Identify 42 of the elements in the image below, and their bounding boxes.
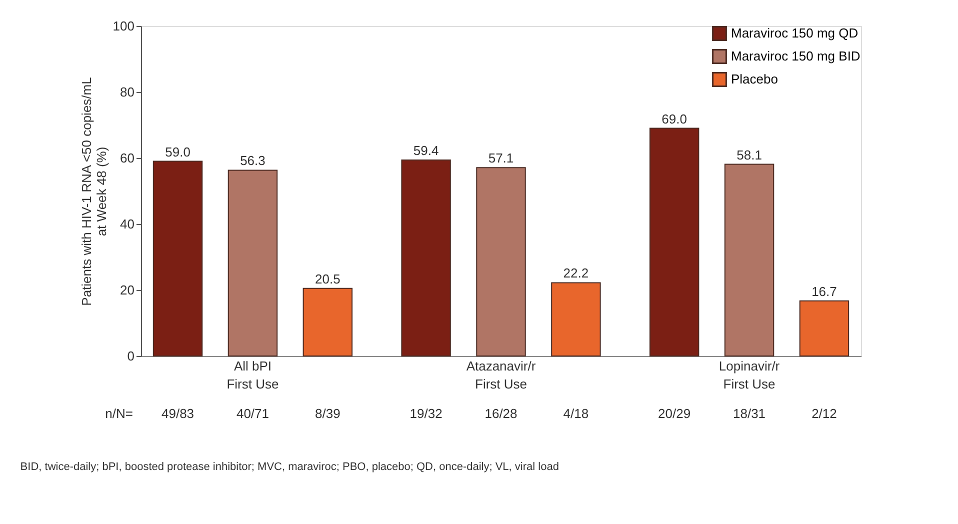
data-label: 16.7 [812,284,837,299]
text: n/N= [105,406,133,421]
text: 8/39 [315,406,340,421]
text: 40/71 [236,406,269,421]
bar [724,164,774,356]
bar [476,167,526,356]
bar [401,159,451,356]
y-tick-label: 20 [120,282,134,298]
text: 18/31 [733,406,766,421]
y-tick-label: 80 [120,84,134,100]
data-label: 22.2 [563,266,589,281]
legend-label: Maraviroc 150 mg BID [731,48,860,64]
data-label: 59.4 [413,142,439,158]
data-label: 58.1 [736,147,762,162]
text: 4/18 [563,406,589,421]
y-tick-label: 100 [112,18,134,34]
bar [302,288,353,356]
data-label: 69.0 [662,111,687,126]
bar [551,282,601,356]
text: 16/28 [484,406,518,421]
bar [649,128,700,356]
y-axis-title: Patients with HIV-1 RNA <50 copies/mL at Week 48 (%) [78,77,109,306]
data-label: 59.0 [165,144,190,160]
text: 49/83 [162,406,194,421]
y-tick-label: 40 [120,216,134,232]
bar [228,170,278,356]
y-tick-label: 0 [127,348,134,364]
y-tick-label: 60 [120,150,134,166]
legend-label: Placebo [731,72,778,86]
data-label: 20.5 [315,271,340,286]
text: 19/32 [410,406,442,421]
x-tick-label: Lopinavir/r First Use [718,358,780,392]
data-label: 56.3 [240,153,266,168]
x-tick-label: All bPI First Use [226,358,279,392]
x-tick-label: Atazanavir/r First Use [466,358,536,392]
bar [799,300,850,356]
text: BID, twice-daily; bPI, boosted protease inhibitor; MVC, maraviroc; PBO, placebo; QD, once-daily; VL, viral load [20,461,559,473]
data-label: 57.1 [488,150,514,166]
legend-label: Maraviroc 150 mg QD [731,26,858,40]
bar [152,160,203,356]
text: 2/12 [812,406,837,421]
text: 20/29 [658,406,691,421]
